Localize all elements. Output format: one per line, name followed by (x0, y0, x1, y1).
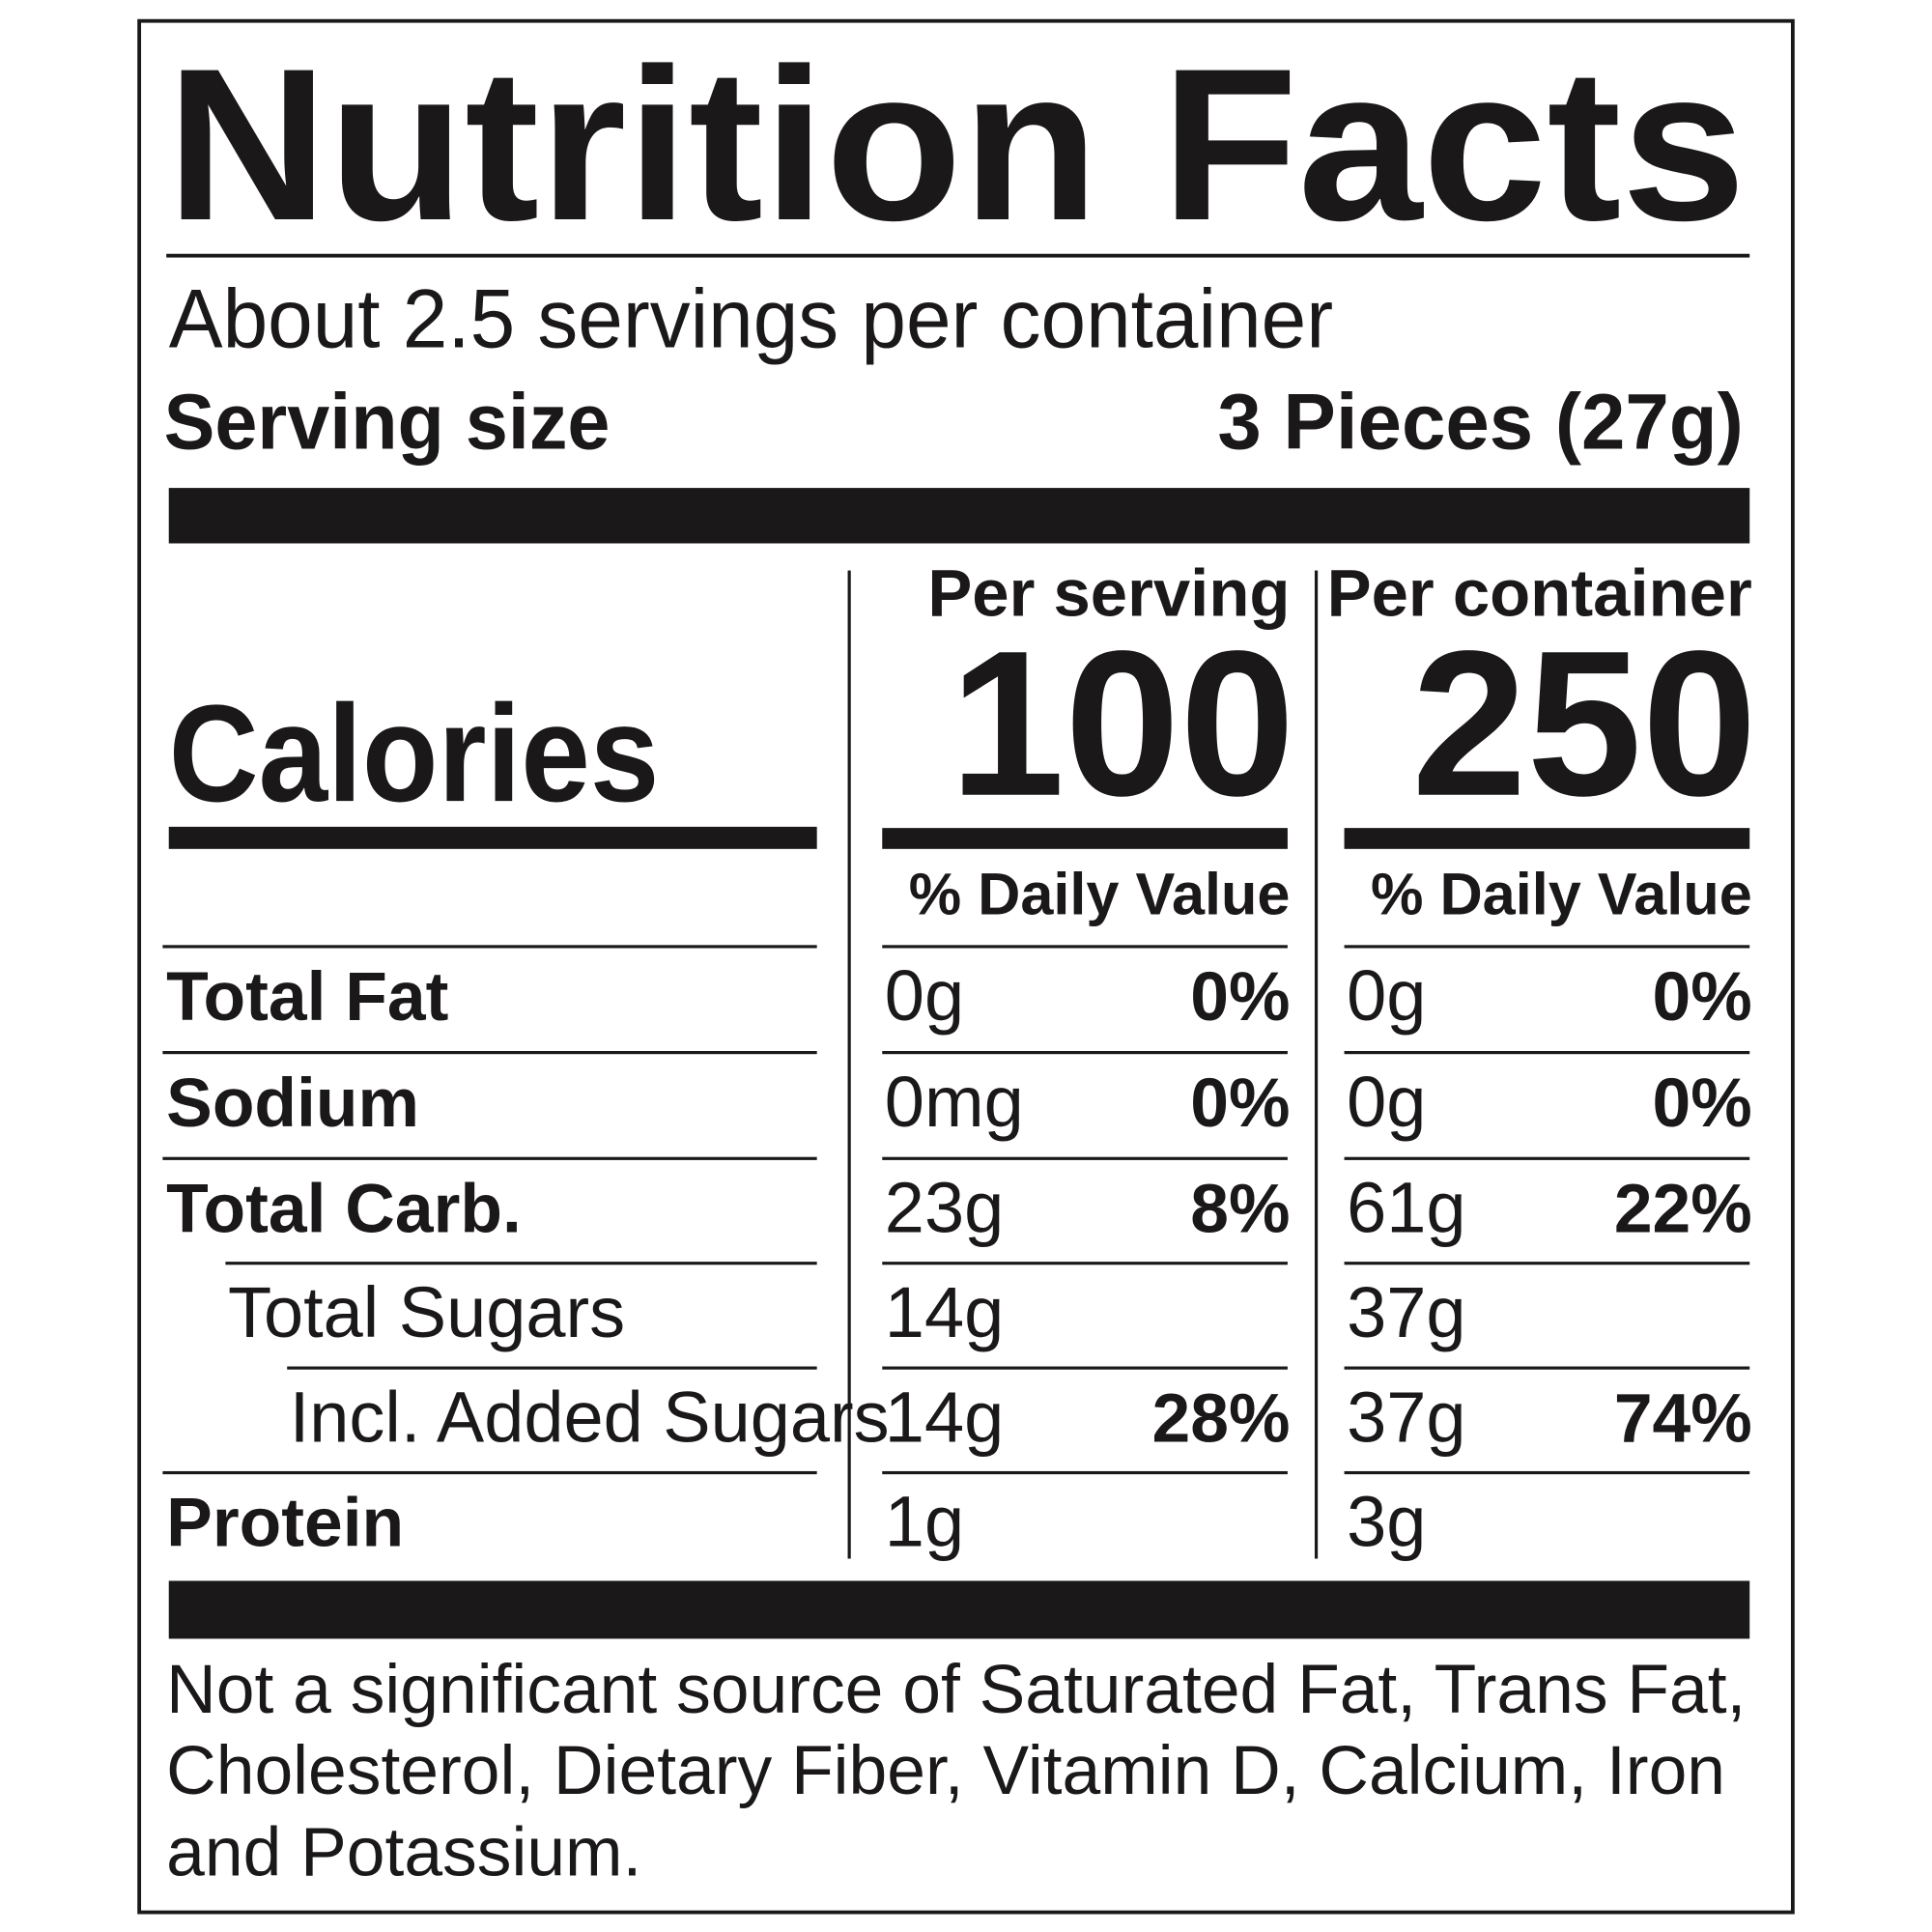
nutrient-name: Protein (166, 1485, 404, 1562)
row-rule (882, 1156, 1288, 1160)
column-divider (1314, 570, 1319, 1559)
row-rule (882, 1051, 1288, 1055)
dv-heading: % Daily Value (1371, 861, 1752, 926)
row-rule (162, 1470, 817, 1475)
footnote-line: Cholesterol, Dietary Fiber, Vitamin D, C… (166, 1732, 1725, 1809)
row-rule (162, 1156, 817, 1160)
nutrient-amount: 37g (1347, 1272, 1465, 1352)
nutrient-amount: 37g (1347, 1377, 1465, 1457)
nutrient-amount: 14g (885, 1377, 1004, 1457)
nutrient-amount: 14g (885, 1272, 1004, 1352)
daily-value: 0% (1653, 958, 1752, 1036)
calories-bar (168, 826, 817, 849)
thick-bar (168, 488, 1750, 544)
row-rule (1344, 945, 1750, 949)
daily-value: 22% (1614, 1171, 1752, 1248)
label-border (137, 18, 1795, 1915)
row-rule (225, 1262, 817, 1265)
nutrient-name: Total Carb. (166, 1171, 522, 1248)
row-rule (287, 1366, 817, 1370)
calories-value: 100 (950, 609, 1294, 839)
nutrient-amount: 0mg (885, 1062, 1024, 1142)
nutrient-name: Incl. Added Sugars (290, 1377, 890, 1457)
rule (166, 253, 1750, 258)
row-rule (1344, 1366, 1750, 1370)
nutrient-amount: 0g (885, 955, 964, 1036)
nutrient-amount: 0g (1347, 955, 1426, 1036)
row-rule (162, 945, 817, 949)
column-heading: Per container (1327, 556, 1752, 631)
daily-value: 8% (1190, 1171, 1290, 1248)
serving-size-value: 3 Pieces (27g) (1217, 378, 1743, 466)
column-heading: Per serving (927, 556, 1290, 631)
row-rule (882, 945, 1288, 949)
nutrient-name: Total Fat (166, 958, 448, 1036)
row-rule (162, 1051, 817, 1055)
nutrient-amount: 1g (885, 1482, 964, 1562)
row-rule (882, 1366, 1288, 1370)
nutrient-amount: 0g (1347, 1062, 1426, 1142)
calories-bar (882, 828, 1288, 849)
row-rule (882, 1470, 1288, 1475)
row-rule (1344, 1156, 1750, 1160)
calories-label: Calories (169, 677, 660, 831)
daily-value: 28% (1152, 1379, 1291, 1457)
daily-value: 74% (1614, 1379, 1752, 1457)
servings-per-container: About 2.5 servings per container (169, 272, 1333, 366)
daily-value: 0% (1190, 1065, 1290, 1142)
nutrient-name: Sodium (166, 1065, 419, 1142)
column-divider (847, 570, 851, 1559)
thick-bar (168, 1580, 1750, 1639)
row-rule (882, 1262, 1288, 1265)
nutrient-amount: 61g (1347, 1168, 1465, 1248)
footnote-line: Not a significant source of Saturated Fa… (166, 1651, 1746, 1728)
serving-size-label: Serving size (164, 378, 611, 466)
nutrient-amount: 23g (885, 1168, 1004, 1248)
calories-value: 250 (1411, 609, 1757, 839)
nutrient-name: Total Sugars (228, 1272, 625, 1352)
daily-value: 0% (1190, 958, 1290, 1036)
nutrient-amount: 3g (1347, 1482, 1426, 1562)
dv-heading: % Daily Value (909, 861, 1291, 926)
footnote-line: and Potassium. (166, 1813, 641, 1890)
daily-value: 0% (1653, 1065, 1752, 1142)
row-rule (1344, 1262, 1750, 1265)
row-rule (1344, 1470, 1750, 1475)
calories-bar (1344, 828, 1750, 849)
title: Nutrition Facts (166, 23, 1746, 266)
row-rule (1344, 1051, 1750, 1055)
